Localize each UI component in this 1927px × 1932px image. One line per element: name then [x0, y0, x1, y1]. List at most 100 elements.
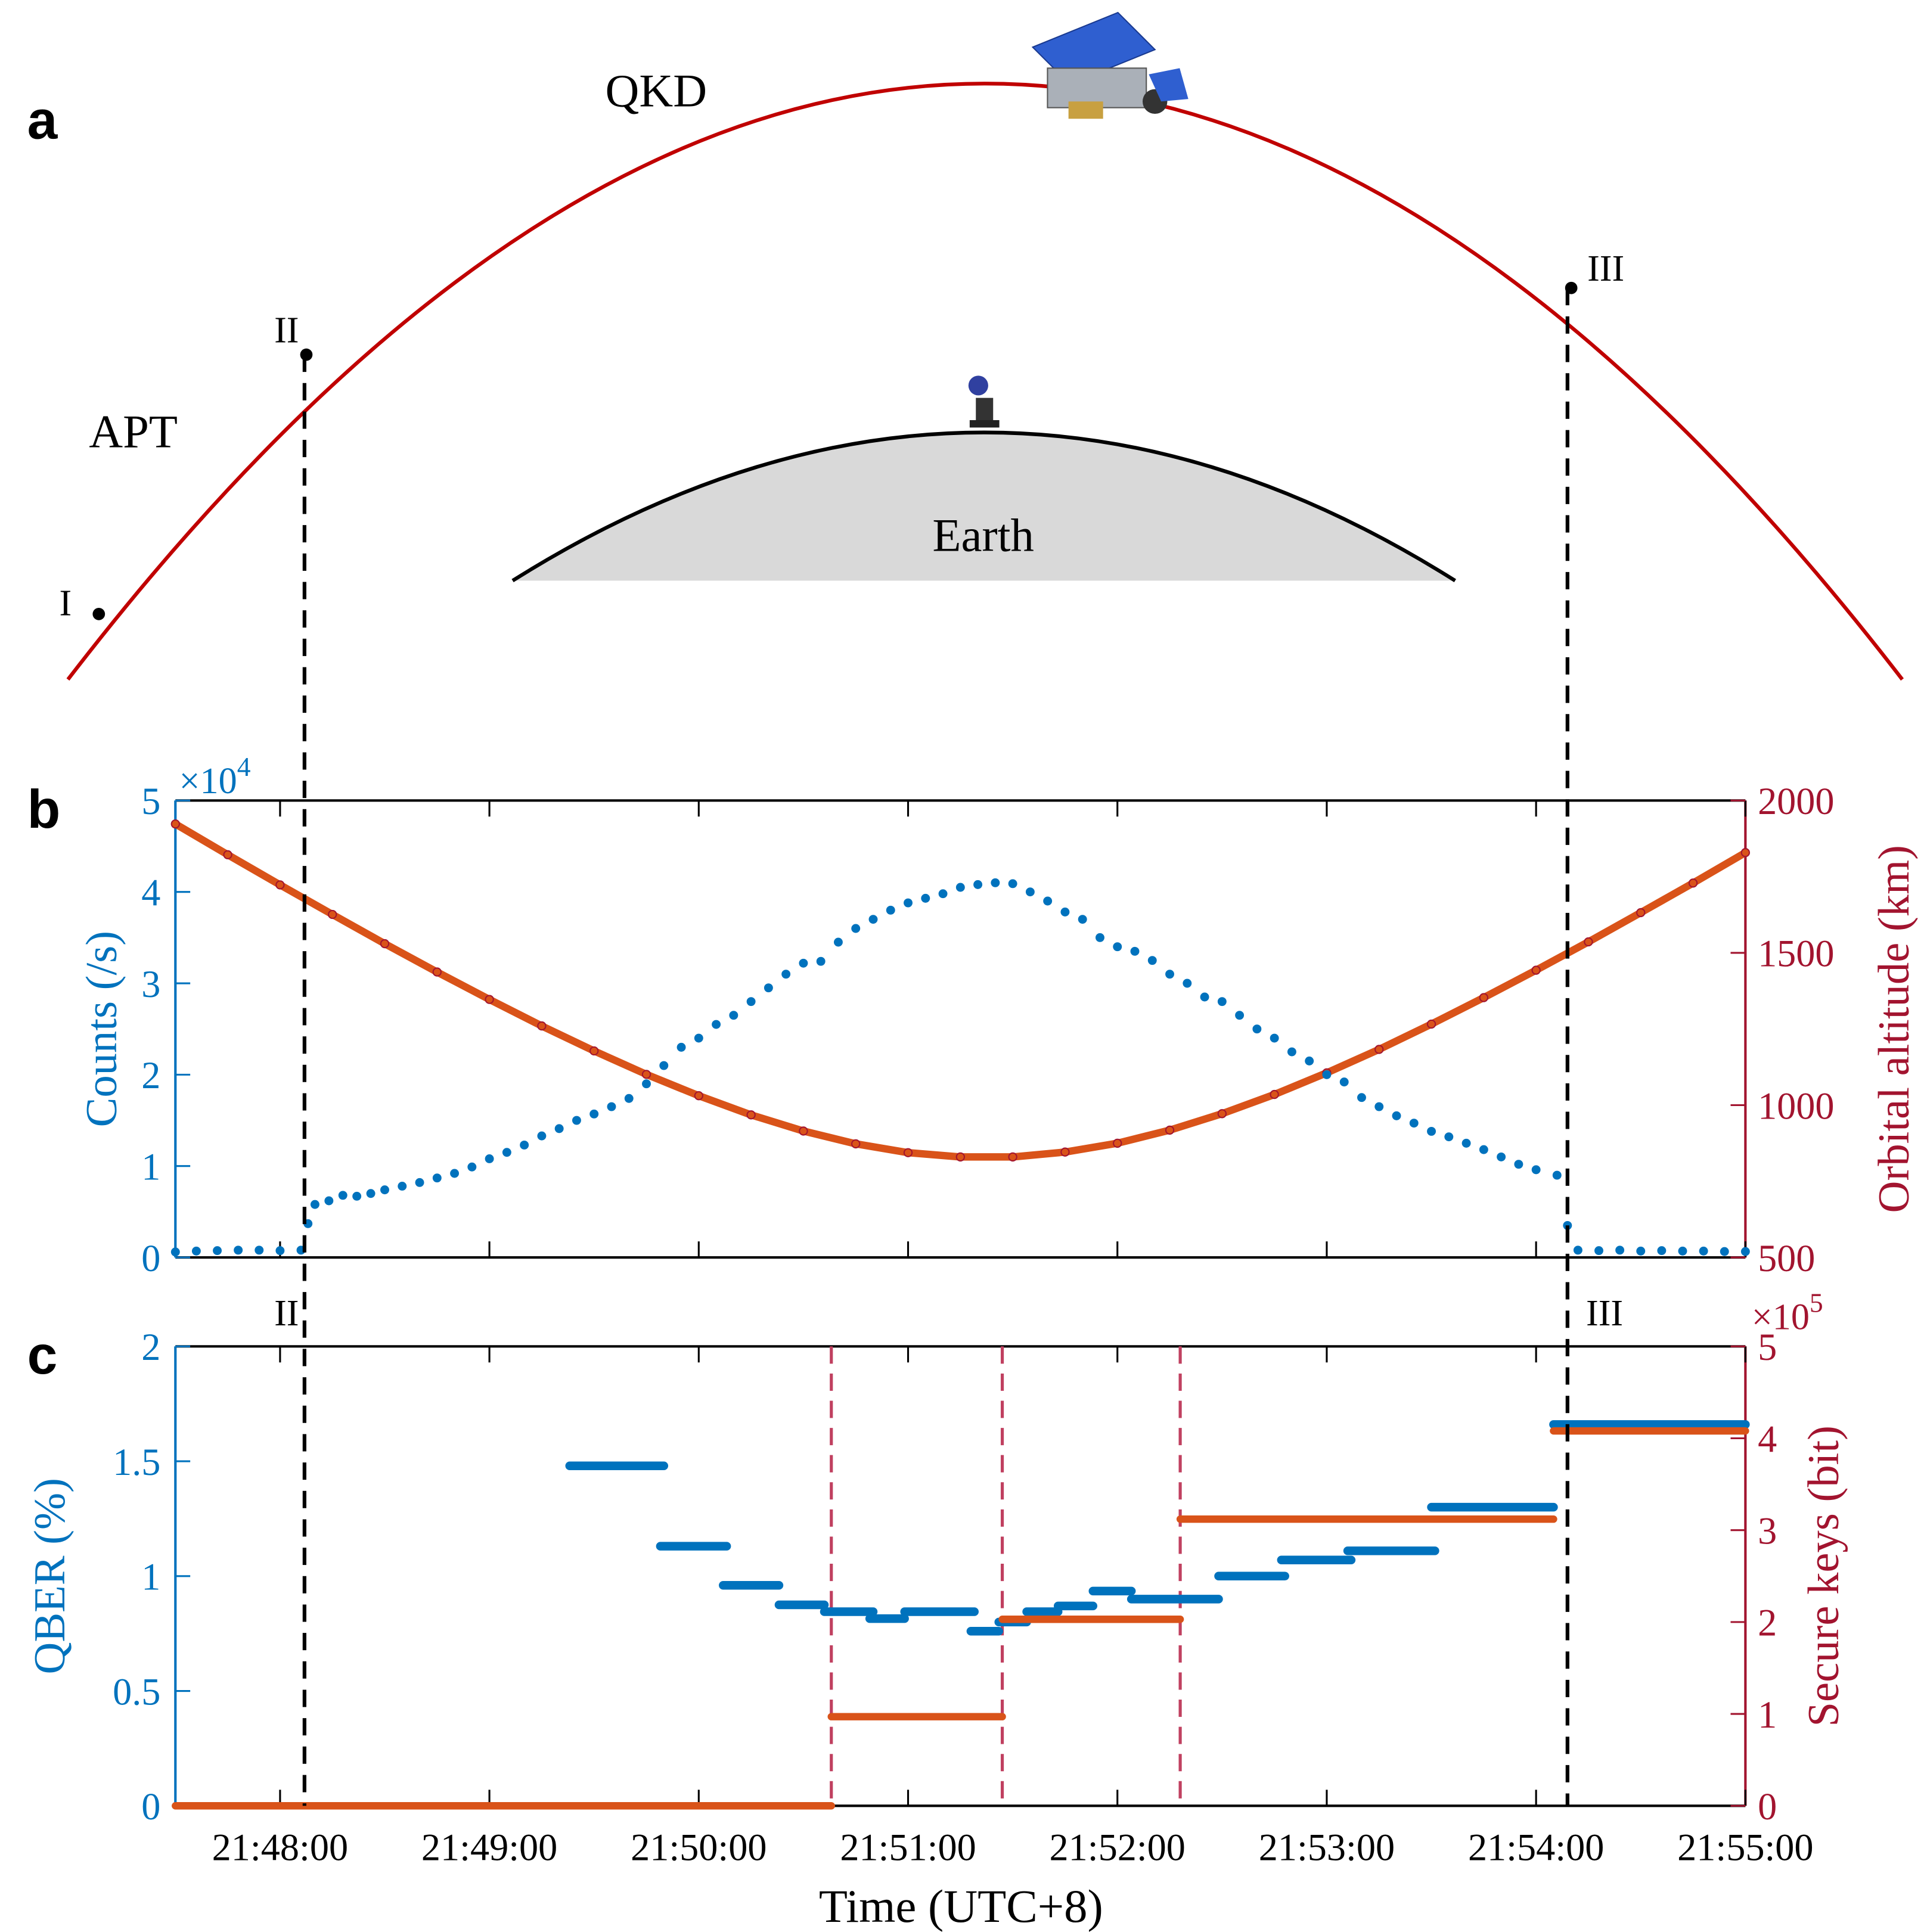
altitude-point [641, 1070, 651, 1079]
altitude-point [1479, 993, 1489, 1002]
label-I: I [59, 583, 72, 623]
altitude-point [537, 1021, 547, 1031]
panel-c-letter: c [27, 1325, 58, 1386]
counts-point [338, 1191, 347, 1200]
left-tick-label: 4 [141, 871, 160, 914]
counts-point [904, 898, 913, 908]
counts-point [1025, 887, 1035, 897]
panel-b-letter: b [27, 779, 61, 840]
counts-point [520, 1141, 529, 1150]
marker-lines [302, 288, 1569, 1806]
counts-point [1165, 970, 1174, 979]
counts-point [467, 1162, 477, 1172]
counts-point [398, 1182, 407, 1191]
x-tick-label: 21:48:00 [212, 1826, 348, 1868]
counts-point [1615, 1245, 1625, 1255]
altitude-point [485, 995, 494, 1004]
counts-point [502, 1148, 511, 1157]
counts-point [781, 970, 791, 979]
altitude-point [328, 909, 337, 920]
left-tick-label: 0 [141, 1237, 160, 1279]
counts-point [991, 878, 1000, 887]
counts-point [1573, 1245, 1582, 1255]
counts-point [712, 1020, 721, 1029]
counts-point [1636, 1246, 1646, 1256]
counts-point [191, 1246, 201, 1256]
counts-point [1720, 1247, 1729, 1256]
altitude-point [223, 850, 232, 859]
qber-keys-plot: 21:48:00 21:49:00 21:50:00 21:51:00 21:52:00… [113, 1326, 1813, 1868]
left-tick-label: 3 [141, 963, 160, 1005]
altitude-point [694, 1091, 703, 1101]
counts-point [729, 1011, 738, 1020]
x-tick-label: 21:50:00 [631, 1826, 767, 1868]
counts-axis-label: Counts (/s) [77, 931, 126, 1127]
counts-point [1531, 1165, 1541, 1175]
counts-point [955, 883, 965, 892]
label-III: III [1587, 249, 1624, 289]
counts-point [1657, 1246, 1667, 1256]
counts-point [1357, 1093, 1366, 1102]
altitude-point [1688, 878, 1698, 888]
right-tick-label: 1 [1758, 1694, 1777, 1736]
right-tick-label: 500 [1758, 1237, 1815, 1279]
counts-point [1235, 1011, 1245, 1020]
counts-point [1514, 1160, 1523, 1169]
counts-point [554, 1124, 564, 1133]
altitude-point [799, 1126, 808, 1136]
right-tick-label: 2000 [1758, 780, 1834, 822]
altitude-point [1113, 1138, 1122, 1148]
counts-point [1008, 879, 1017, 889]
x-tick-label: 21:55:00 [1677, 1826, 1813, 1868]
counts-point [833, 937, 843, 947]
satellite-icon [1031, 11, 1189, 119]
panel-b: b 0 1 2 3 4 5 500 1000 1500 2000 ×104 Counts (/s)… [27, 751, 1919, 1334]
counts-point [938, 889, 948, 899]
counts-point [607, 1102, 616, 1111]
x-tick-label: 21:51:00 [840, 1826, 976, 1868]
counts-point [1479, 1145, 1488, 1154]
counts-point [659, 1061, 669, 1070]
counts-point [1392, 1111, 1401, 1120]
altitude-point [1217, 1109, 1227, 1119]
altitude-point [1636, 908, 1646, 918]
counts-point [1427, 1126, 1436, 1136]
counts-point [572, 1116, 581, 1125]
counts-point [1699, 1246, 1708, 1256]
qkd-label: QKD [605, 66, 707, 117]
counts-point [921, 893, 930, 903]
counts-point [1409, 1119, 1419, 1128]
altitude-point [1426, 1019, 1436, 1029]
altitude-point [1374, 1045, 1384, 1054]
altitude-point [1165, 1125, 1175, 1135]
panel-c: c 21:48:00 21:49:00 21:50:00 21:51:00 21:52:… [26, 1287, 1848, 1932]
counts-altitude-plot: 0 1 2 3 4 5 500 1000 1500 2000 [141, 780, 1834, 1279]
right-tick-label: 1500 [1758, 933, 1834, 975]
counts-point [537, 1131, 547, 1141]
marker-III-label: III [1586, 1293, 1623, 1334]
counts-point [1217, 997, 1227, 1007]
counts-point [324, 1196, 334, 1206]
counts-point [380, 1185, 389, 1195]
x-tick-label: 21:53:00 [1259, 1826, 1395, 1868]
counts-point [1270, 1033, 1279, 1043]
altitude-point [1060, 1147, 1070, 1157]
counts-point [1305, 1056, 1314, 1066]
altitude-point [1008, 1152, 1017, 1162]
right-tick-label: 3 [1758, 1509, 1777, 1552]
left-tick-label: 1 [141, 1556, 160, 1598]
counts-point [1183, 979, 1192, 988]
counts-point [851, 924, 861, 933]
altitude-point [746, 1110, 756, 1120]
counts-point [973, 880, 983, 889]
counts-point [1060, 907, 1070, 917]
counts-point [1497, 1152, 1506, 1161]
counts-point [1678, 1246, 1687, 1256]
apt-label: APT [89, 406, 178, 458]
counts-point [624, 1094, 634, 1103]
panel-a-letter: a [27, 89, 58, 150]
left-tick-label: 2 [141, 1054, 160, 1097]
right-tick-label: 4 [1758, 1418, 1777, 1460]
counts-point [816, 956, 826, 966]
counts-point [1095, 933, 1104, 942]
